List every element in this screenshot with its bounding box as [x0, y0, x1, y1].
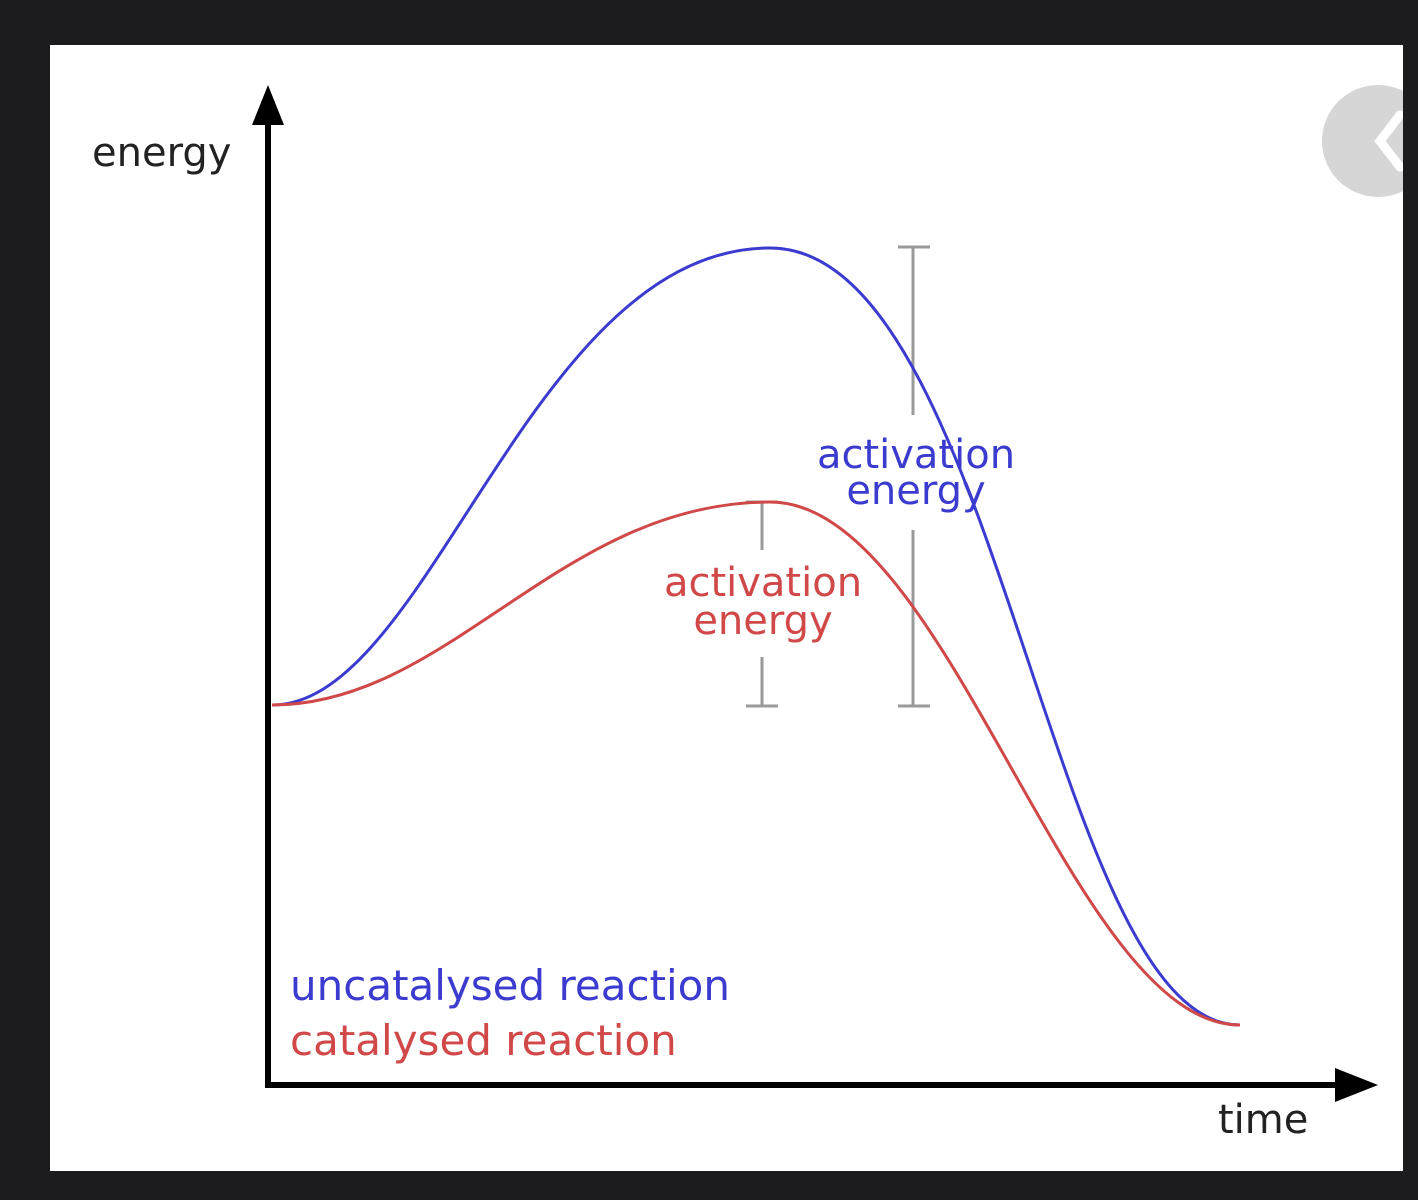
legend-uncatalysed: uncatalysed reaction [290, 961, 730, 1010]
uncatalysed-annotation-line1: activation [817, 432, 1015, 478]
x-axis-arrow [1335, 1068, 1378, 1102]
legend-catalysed: catalysed reaction [290, 1016, 677, 1065]
uncatalysed-activation-bracket [898, 245, 930, 708]
chevron-left-icon [1374, 110, 1403, 172]
x-axis-label: time [1218, 1097, 1308, 1143]
diagram-panel [50, 45, 1403, 1171]
catalysed-annotation-line2: energy [693, 598, 832, 644]
catalysed-curve [271, 500, 1241, 1027]
y-axis-label: energy [92, 130, 231, 176]
uncatalysed-curve [271, 246, 1241, 1027]
catalysed-annotation-line1: activation [664, 560, 862, 606]
previous-button[interactable] [1322, 85, 1403, 197]
uncatalysed-annotation-line2: energy [846, 468, 985, 514]
y-axis-arrow [252, 85, 284, 125]
